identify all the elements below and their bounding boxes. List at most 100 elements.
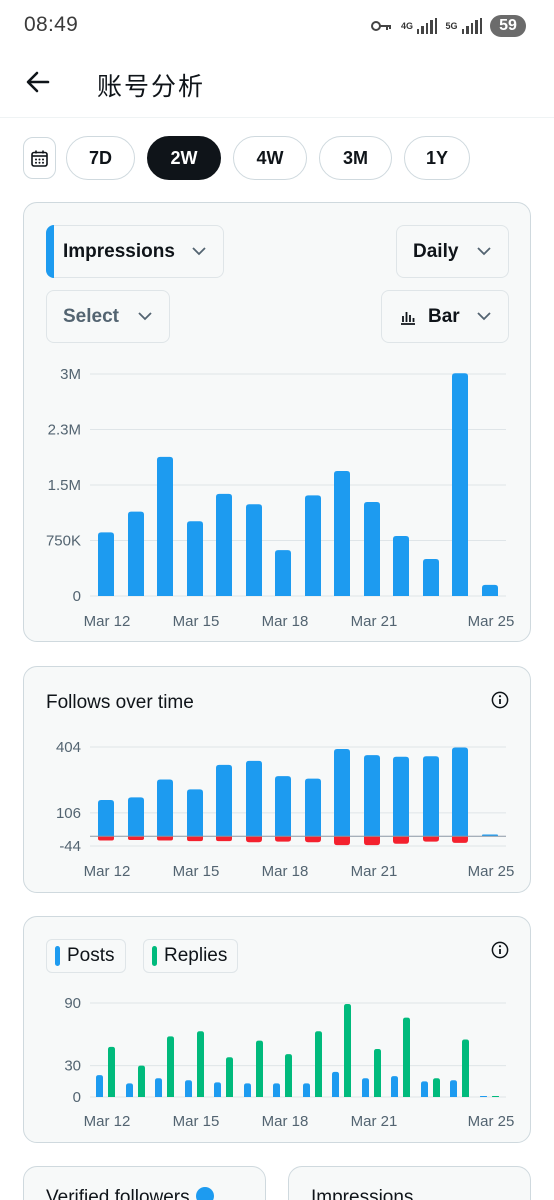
unfollows-bar	[364, 836, 380, 846]
impressions-bar	[334, 470, 350, 596]
posts-bar	[332, 1071, 339, 1097]
x-tick-label: Mar 12	[84, 863, 131, 880]
replies-bar	[433, 1078, 440, 1097]
x-tick-label: Mar 25	[468, 863, 515, 880]
replies-bar	[138, 1065, 145, 1097]
x-tick-label: Mar 18	[262, 1113, 309, 1130]
y-tick-label: 2.3M	[48, 422, 81, 439]
follows-bar	[157, 779, 173, 837]
impressions-bar	[246, 504, 262, 596]
impressions-summary-card[interactable]: Impressions	[288, 1166, 531, 1200]
battery-indicator: 59	[490, 15, 526, 37]
legend-replies-label: Replies	[164, 945, 228, 966]
replies-bar	[167, 1036, 174, 1097]
metric-dropdown[interactable]: Impressions	[46, 225, 224, 278]
follows-card-title: Follows over time	[46, 692, 194, 713]
verified-followers-card[interactable]: Verified followers	[23, 1166, 266, 1200]
range-chip-3m[interactable]: 3M	[319, 136, 392, 180]
follows-bar	[128, 797, 144, 837]
interval-dropdown[interactable]: Daily	[396, 225, 509, 278]
impressions-chart: 0 750K 1.5M 2.3M 3M Mar 12 Mar 15 Mar 18 Mar 21 M…	[46, 366, 515, 630]
x-tick-label: Mar 25	[468, 1113, 515, 1130]
unfollows-bar	[246, 836, 262, 843]
status-icons: 4G 5G 59	[370, 14, 526, 38]
unfollows-bar	[452, 836, 468, 843]
metric-color-marker	[46, 225, 54, 278]
unfollows-bar	[334, 836, 350, 846]
x-tick-label: Mar 15	[173, 613, 220, 630]
follows-bar	[364, 755, 380, 837]
replies-bar	[344, 1004, 351, 1097]
follows-bar	[452, 747, 468, 837]
y-tick-label: 404	[56, 739, 81, 756]
app-header: 账号分析	[0, 52, 554, 118]
posts-bar	[362, 1078, 369, 1097]
y-tick-label: 0	[73, 1089, 81, 1106]
posts-bar	[391, 1076, 398, 1097]
replies-bar	[197, 1031, 204, 1097]
calendar-icon	[31, 150, 48, 167]
replies-bar	[285, 1054, 292, 1097]
y-tick-label: 106	[56, 805, 81, 822]
range-chip-1y[interactable]: 1Y	[404, 136, 470, 180]
network-label-5g: 5G	[445, 20, 458, 31]
signal-icon-2	[461, 18, 482, 34]
x-tick-label: Mar 12	[84, 613, 131, 630]
range-chip-7d[interactable]: 7D	[66, 136, 135, 180]
x-tick-label: Mar 18	[262, 613, 309, 630]
chevron-down-icon	[477, 312, 491, 321]
replies-bar	[226, 1057, 233, 1097]
unfollows-bar	[98, 836, 114, 841]
y-tick-label: -44	[59, 838, 81, 855]
unfollows-bar	[128, 836, 144, 841]
status-bar: 08:49 4G 5G 59	[0, 0, 554, 52]
replies-bar	[374, 1048, 381, 1097]
posts-bar	[303, 1083, 310, 1097]
replies-color-swatch	[152, 946, 157, 966]
unfollows-bar	[157, 836, 173, 841]
verified-badge-icon	[195, 1187, 214, 1200]
y-tick-label: 0	[73, 588, 81, 605]
info-icon[interactable]	[491, 691, 509, 709]
impressions-bar	[98, 532, 114, 596]
vpn-key-icon	[370, 21, 391, 31]
follows-bar	[393, 756, 409, 837]
x-tick-label: Mar 15	[173, 863, 220, 880]
chart-type-dropdown[interactable]: Bar	[381, 290, 509, 343]
unfollows-bar	[305, 836, 321, 843]
legend-replies[interactable]: Replies	[143, 939, 239, 973]
posts-bar	[273, 1083, 280, 1097]
y-tick-label: 30	[64, 1058, 81, 1075]
impressions-summary-title: Impressions	[311, 1187, 414, 1200]
posts-bar	[480, 1096, 487, 1097]
impressions-bar	[305, 495, 321, 596]
unfollows-bar	[393, 836, 409, 844]
posts-bar	[450, 1080, 457, 1097]
info-icon[interactable]	[491, 941, 509, 959]
range-chip-4w[interactable]: 4W	[233, 136, 307, 180]
date-picker-button[interactable]	[23, 137, 56, 179]
x-tick-label: Mar 21	[351, 1113, 398, 1130]
replies-bar	[403, 1017, 410, 1097]
follows-card: Follows over time -44 106 404 Mar 12 Mar 15 M…	[23, 666, 531, 893]
back-arrow-icon[interactable]	[24, 68, 52, 96]
follows-bar	[334, 748, 350, 837]
impressions-bar	[216, 493, 232, 596]
legend-posts[interactable]: Posts	[46, 939, 126, 973]
impressions-bar	[364, 502, 380, 596]
follows-bar	[187, 789, 203, 837]
x-tick-label: Mar 25	[468, 613, 515, 630]
chevron-down-icon	[477, 247, 491, 256]
replies-bar	[462, 1039, 469, 1097]
compare-dropdown[interactable]: Select	[46, 290, 170, 343]
impressions-bar	[128, 511, 144, 596]
posts-bar	[155, 1078, 162, 1097]
follows-chart: -44 106 404 Mar 12 Mar 15 Mar 18 Mar 21 Mar 25	[56, 739, 515, 880]
legend-posts-label: Posts	[67, 945, 115, 966]
range-chip-2w[interactable]: 2W	[147, 136, 221, 180]
x-tick-label: Mar 12	[84, 1113, 131, 1130]
posts-bar	[421, 1081, 428, 1097]
y-tick-label: 750K	[46, 533, 81, 550]
verified-followers-title: Verified followers	[46, 1187, 214, 1200]
x-tick-label: Mar 21	[351, 613, 398, 630]
